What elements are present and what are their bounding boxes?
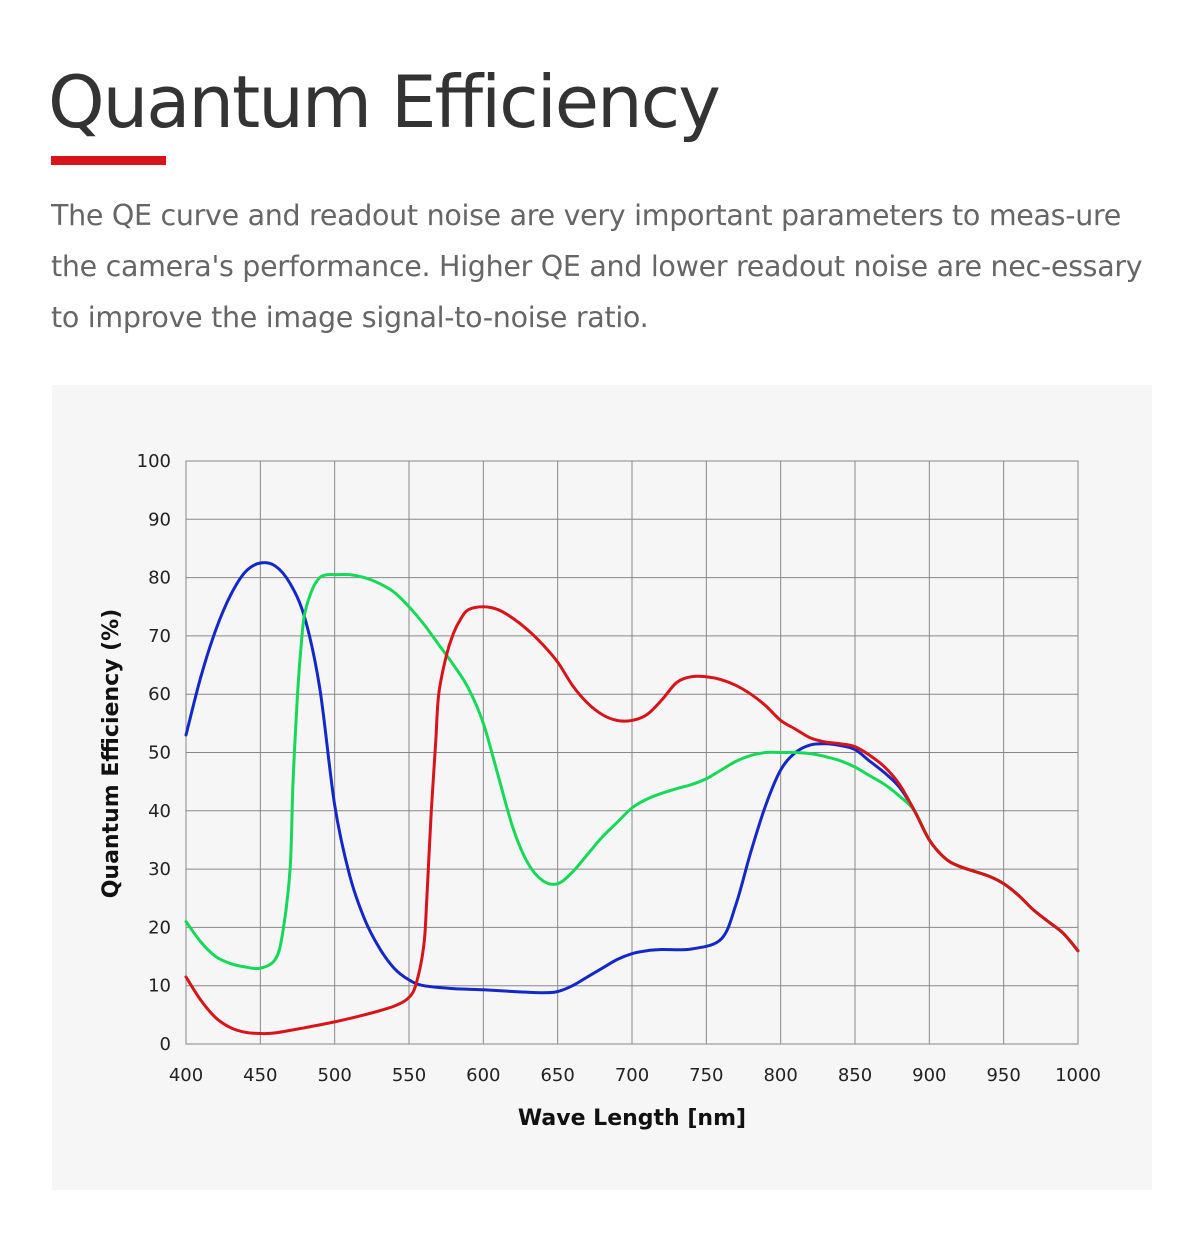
y-tick-label: 70 xyxy=(148,626,171,647)
x-tick-label: 750 xyxy=(689,1065,723,1086)
tick-labels: 400 450 500 550 600 650 700 750 800 850 900 950 1000… xyxy=(137,451,1101,1086)
red-curve xyxy=(184,605,1080,1036)
x-tick-label: 850 xyxy=(838,1065,872,1086)
x-axis-label: Wave Length [nm] xyxy=(518,1106,746,1131)
y-axis-label: Quantum Efficiency (%) xyxy=(99,609,124,899)
title-underline xyxy=(51,156,166,165)
x-tick-label: 800 xyxy=(763,1065,797,1086)
y-tick-label: 60 xyxy=(148,684,171,705)
y-tick-label: 100 xyxy=(137,451,171,472)
qe-chart: 400 450 500 550 600 650 700 750 800 850 900 950 1000… xyxy=(99,451,1101,1131)
green-curve xyxy=(184,572,1080,971)
x-tick-label: 650 xyxy=(540,1065,574,1086)
y-tick-label: 80 xyxy=(148,568,171,589)
grid xyxy=(185,460,1079,1045)
x-tick-label: 700 xyxy=(615,1065,649,1086)
y-tick-label: 10 xyxy=(148,976,171,997)
x-tick-label: 900 xyxy=(912,1065,946,1086)
page-title: Quantum Efficiency xyxy=(48,60,721,144)
title-underline-bar xyxy=(51,156,166,165)
y-tick-label: 40 xyxy=(148,801,171,822)
qe-chart-card: 400 450 500 550 600 650 700 750 800 850 900 950 1000… xyxy=(52,385,1152,1190)
x-tick-label: 600 xyxy=(466,1065,500,1086)
x-tick-label: 450 xyxy=(243,1065,277,1086)
x-tick-label: 400 xyxy=(169,1065,203,1086)
x-tick-label: 500 xyxy=(317,1065,351,1086)
x-tick-label: 950 xyxy=(986,1065,1020,1086)
series-group xyxy=(184,561,1080,1036)
y-tick-label: 90 xyxy=(148,509,171,530)
x-tick-label: 550 xyxy=(392,1065,426,1086)
page-description: The QE curve and readout noise are very … xyxy=(51,199,1143,334)
y-tick-label: 50 xyxy=(148,743,171,764)
x-tick-label: 1000 xyxy=(1055,1065,1101,1086)
y-tick-label: 30 xyxy=(148,859,171,880)
y-tick-label: 0 xyxy=(160,1034,171,1055)
y-tick-label: 20 xyxy=(148,917,171,938)
